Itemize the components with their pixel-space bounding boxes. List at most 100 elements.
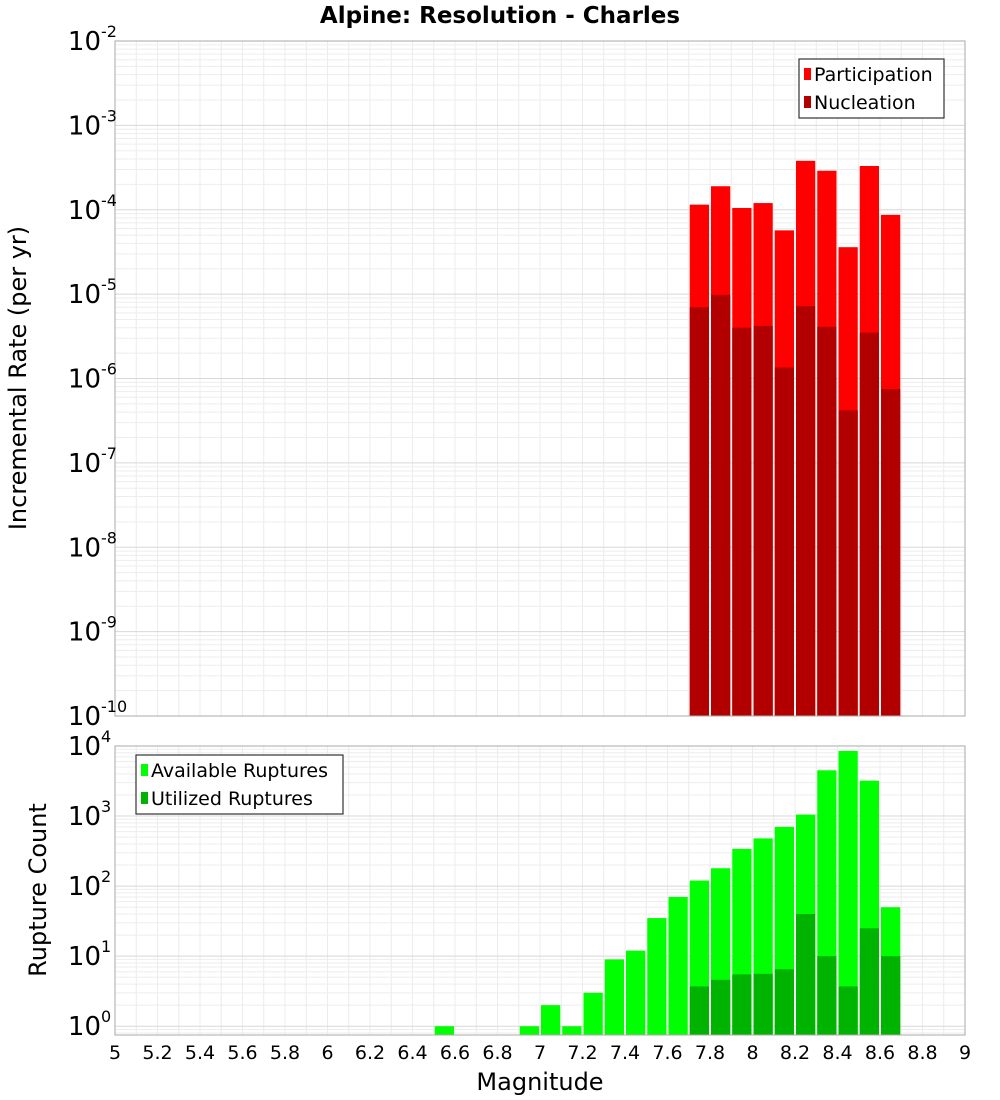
bottom-bar-available-ruptures [583,992,603,1035]
top-bar-nucleation [711,294,731,716]
bottom-bars [434,750,901,1035]
top-y-tick-exponent: -9 [101,613,117,632]
top-y-tick-exponent: -8 [101,528,117,547]
x-tick-label: 9 [959,1042,971,1064]
x-tick-label: 8.6 [865,1042,895,1064]
bottom-bar-utilized-ruptures [838,986,858,1035]
bottom-y-tick-exponent: 4 [101,727,111,746]
x-tick-label: 7.6 [652,1042,682,1064]
bottom-y-tick-mantissa: 10 [68,942,101,972]
bottom-y-tick-mantissa: 10 [68,1012,101,1042]
top-bar-nucleation [796,306,816,716]
top-y-tick-exponent: -6 [101,360,117,379]
bottom-bar-utilized-ruptures [796,914,816,1035]
bottom-legend-label: Available Ruptures [151,760,328,782]
x-tick-label: 5 [109,1042,121,1064]
top-y-tick-mantissa: 10 [68,702,101,732]
bottom-bar-available-ruptures [838,750,858,1035]
top-legend-swatch-nucleation [804,96,811,108]
bottom-bar-available-ruptures [541,1005,561,1035]
x-tick-label: 7.2 [567,1042,597,1064]
bottom-y-tick-mantissa: 10 [68,872,101,902]
bottom-bar-available-ruptures [562,1026,582,1035]
top-bar-nucleation [838,410,858,716]
top-y-tick-mantissa: 10 [68,618,101,648]
bottom-legend-swatch-utilized-ruptures [141,792,148,804]
x-tick-label: 6.8 [482,1042,512,1064]
x-tick-label: 6.4 [397,1042,427,1064]
bottom-legend-swatch-available-ruptures [141,764,148,776]
top-y-tick-mantissa: 10 [68,196,101,226]
top-bar-nucleation [881,389,901,716]
top-legend-label: Nucleation [814,92,916,114]
bottom-y-tick-mantissa: 10 [68,732,101,762]
top-y-tick-exponent: -2 [101,22,117,41]
bottom-bar-utilized-ruptures [689,986,709,1035]
top-y-tick-exponent: -10 [101,697,127,716]
x-tick-label: 5.4 [185,1042,215,1064]
top-y-tick-exponent: -4 [101,191,117,210]
bottom-bar-utilized-ruptures [859,928,879,1035]
top-bar-nucleation [774,367,794,716]
bottom-bar-available-ruptures [668,896,688,1035]
top-y-tick-mantissa: 10 [68,111,101,141]
bottom-bar-utilized-ruptures [881,956,901,1035]
bottom-bar-utilized-ruptures [753,973,773,1035]
bottom-bar-available-ruptures [626,950,646,1035]
top-legend-swatch-participation [804,68,811,80]
x-tick-label: 8 [746,1042,758,1064]
bottom-y-tick-exponent: 1 [101,937,111,956]
top-grid [114,40,966,717]
top-bars [689,160,901,717]
bottom-bar-utilized-ruptures [732,974,752,1035]
bottom-bar-available-ruptures [647,918,667,1035]
bottom-plot-border [114,745,966,1036]
top-bar-nucleation [732,327,752,716]
bottom-bar-utilized-ruptures [817,956,837,1035]
top-bar-nucleation [817,326,837,716]
x-tick-label: 6.2 [355,1042,385,1064]
top-bar-nucleation [753,325,773,716]
x-tick-label: 8.2 [780,1042,810,1064]
top-y-tick-mantissa: 10 [68,449,101,479]
top-y-tick-mantissa: 10 [68,280,101,310]
bottom-bar-available-ruptures [604,959,624,1035]
top-bar-nucleation [689,307,709,716]
top-y-tick-mantissa: 10 [68,365,101,395]
bottom-bar-available-ruptures [434,1026,454,1035]
x-tick-label: 5.8 [270,1042,300,1064]
bottom-legend: Available Ruptures Utilized Ruptures [135,754,344,815]
x-tick-label: 6.6 [440,1042,470,1064]
top-y-tick-mantissa: 10 [68,533,101,563]
top-y-tick-mantissa: 10 [68,27,101,57]
bottom-x-tick-labels: 5 5.2 5.4 5.6 5.8 6 6.2 6.4 6.6 6.8 7 7.2 7.4 7.6 7.8 8… [109,1042,971,1064]
x-tick-label: 5.6 [227,1042,257,1064]
bottom-y-tick-mantissa: 10 [68,802,101,832]
top-plot-border [114,40,966,717]
x-tick-label: 8.8 [907,1042,937,1064]
bottom-y-tick-exponent: 0 [101,1007,111,1026]
bottom-legend-label: Utilized Ruptures [151,788,313,810]
top-y-tick-exponent: -5 [101,275,117,294]
top-legend: Participation Nucleation [798,58,945,119]
top-legend-label: Participation [814,64,933,86]
x-tick-label: 5.2 [142,1042,172,1064]
x-tick-label: 6 [321,1042,333,1064]
bottom-y-tick-exponent: 3 [101,797,111,816]
bottom-bar-utilized-ruptures [774,969,794,1035]
x-tick-label: 8.4 [822,1042,852,1064]
bottom-y-tick-exponent: 2 [101,867,111,886]
bottom-bar-utilized-ruptures [711,979,731,1035]
top-y-axis-label: Incremental Rate (per yr) [4,226,32,530]
bottom-legend-box [135,754,344,815]
top-y-tick-exponent: -3 [101,106,117,125]
bottom-bar-available-ruptures [519,1026,539,1035]
chart-title: Alpine: Resolution - Charles [320,3,680,29]
bottom-y-axis-label: Rupture Count [24,803,52,977]
top-bar-nucleation [859,332,879,716]
